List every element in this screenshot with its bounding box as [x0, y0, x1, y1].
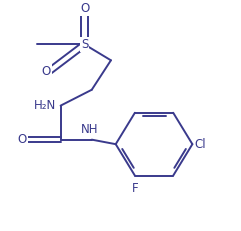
Text: NH: NH	[80, 123, 98, 136]
Text: S: S	[81, 38, 88, 51]
Text: F: F	[132, 182, 138, 195]
Text: H₂N: H₂N	[33, 99, 56, 112]
Text: O: O	[42, 65, 51, 78]
Text: O: O	[80, 2, 89, 15]
Text: O: O	[18, 133, 27, 146]
Text: Cl: Cl	[195, 138, 206, 151]
